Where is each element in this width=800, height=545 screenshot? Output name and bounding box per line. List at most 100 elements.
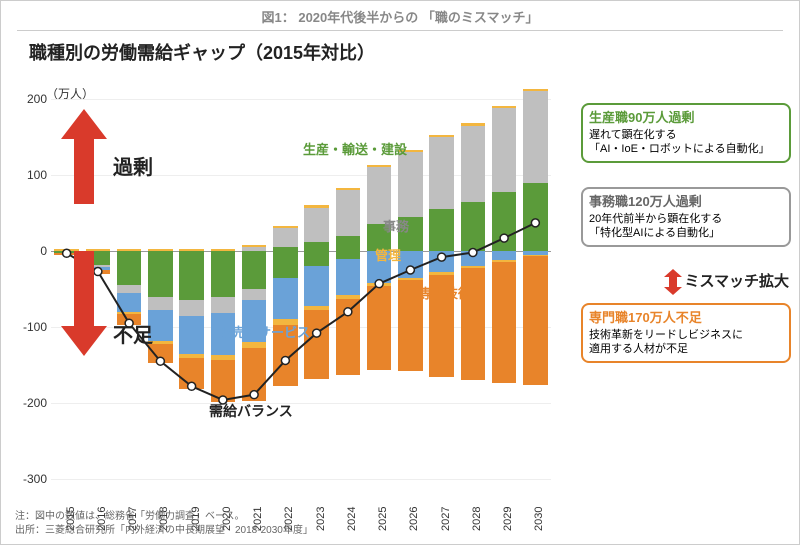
bar-segment [273, 226, 297, 228]
bar-segment [492, 192, 516, 251]
x-tick: 2029 [502, 507, 514, 531]
bar-segment [336, 188, 360, 190]
x-tick: 2024 [346, 507, 358, 531]
bar-segment [273, 251, 297, 278]
bar-segment [336, 299, 360, 375]
note-line-1: 注：図中の数値は、総務省「労働力調査」ベース。 [15, 510, 313, 524]
bar-segment [336, 251, 360, 259]
y-tick: 100 [27, 168, 47, 182]
callout-production-body2: 「AI・IoE・ロボットによる自動化」 [589, 143, 770, 155]
bar-segment [336, 259, 360, 295]
bar-segment [461, 123, 485, 125]
y-axis: -300-200-1000100200 [11, 99, 51, 479]
bar-segment [429, 135, 453, 137]
bar-group [242, 99, 266, 479]
y-tick: -200 [23, 396, 47, 410]
chart-title: 職種別の労働需給ギャップ（2015年対比） [1, 37, 799, 67]
category-label-production: 生産・輸送・建設 [303, 139, 407, 158]
bar-segment [304, 251, 328, 266]
bar-group [179, 99, 203, 479]
category-label-office: 事務 [383, 216, 409, 235]
callout-prof: 専門職170万人不足 技術革新をリードしビジネスに 適用する人材が不足 [581, 303, 791, 363]
bar-segment [523, 89, 547, 91]
bar-segment [242, 289, 266, 300]
bar-segment [148, 297, 172, 311]
bar-segment [367, 165, 391, 167]
balance-label: 需給バランス [209, 401, 293, 421]
mismatch-arrow-icon [664, 269, 682, 295]
bar-segment [429, 251, 453, 272]
bar-segment [461, 251, 485, 266]
bar-segment [523, 183, 547, 251]
bar-segment [461, 126, 485, 202]
source-notes: 注：図中の数値は、総務省「労働力調査」ベース。 出所：三菱総合研究所「内外経済の… [15, 510, 313, 538]
bar-segment [304, 205, 328, 207]
category-label-sales: 販売・サービス [219, 322, 310, 341]
category-label-prof: 専門技術 [419, 283, 471, 302]
bar-segment [398, 152, 422, 217]
bar-segment [492, 106, 516, 108]
bar-segment [492, 262, 516, 384]
bar-segment [273, 228, 297, 247]
surplus-label: 過剰 [113, 151, 153, 180]
y-tick: -100 [23, 320, 47, 334]
bar-group [523, 99, 547, 479]
bar-segment [211, 297, 235, 314]
bar-segment [429, 137, 453, 209]
callout-office-body2: 「特化型AIによる自動化」 [589, 227, 720, 239]
bar-segment [242, 348, 266, 401]
y-tick: -300 [23, 472, 47, 486]
bar-segment [179, 300, 203, 315]
figure-caption: 図1： 2020年代後半からの 「職のミスマッチ」 [1, 1, 799, 30]
mismatch-label: ミスマッチ拡大 [664, 269, 789, 295]
bar-segment [117, 293, 141, 312]
bar-segment [179, 251, 203, 300]
bar-segment [304, 208, 328, 242]
bar-segment [492, 108, 516, 192]
bar-segment [211, 251, 235, 297]
callout-office-body1: 20年代前半から顕在化する [589, 213, 722, 225]
bar-segment [304, 310, 328, 378]
category-label-mgmt: 管理 [375, 245, 401, 264]
bar-segment [179, 316, 203, 354]
y-tick: 200 [27, 92, 47, 106]
bar-segment [304, 266, 328, 306]
x-tick: 2023 [315, 507, 327, 531]
callout-production: 生産職90万人過剰 遅れて顕在化する 「AI・IoE・ロボットによる自動化」 [581, 103, 791, 163]
note-line-2: 出所：三菱総合研究所「内外経済の中長期展望 2018-2030年度」 [15, 524, 313, 538]
callout-prof-body1: 技術革新をリードしビジネスに [589, 329, 743, 341]
x-tick: 2028 [471, 507, 483, 531]
bar-segment [211, 360, 235, 402]
bar-group [273, 99, 297, 479]
bar-group [211, 99, 235, 479]
mismatch-text: ミスマッチ拡大 [684, 273, 789, 290]
bar-segment [148, 251, 172, 297]
bar-segment [492, 251, 516, 260]
x-tick: 2027 [440, 507, 452, 531]
x-tick: 2025 [377, 507, 389, 531]
bar-segment [398, 251, 422, 278]
callout-prof-body2: 適用する人材が不足 [589, 343, 688, 355]
y-tick: 0 [40, 244, 47, 258]
bar-segment [429, 209, 453, 251]
bar-segment [523, 256, 547, 385]
bar-segment [336, 190, 360, 236]
bar-group [492, 99, 516, 479]
bar-segment [179, 358, 203, 388]
bar-segment [523, 91, 547, 182]
bar-segment [367, 286, 391, 370]
bar-segment [304, 242, 328, 251]
callout-production-title: 生産職90万人過剰 [589, 109, 783, 127]
callout-office: 事務職120万人過剰 20年代前半から顕在化する 「特化型AIによる自動化」 [581, 187, 791, 247]
bar-segment [273, 278, 297, 320]
bar-segment [461, 202, 485, 251]
shortage-label: 不足 [113, 319, 153, 348]
callout-prof-title: 専門職170万人不足 [589, 309, 783, 327]
bar-segment [336, 236, 360, 251]
x-tick: 2026 [408, 507, 420, 531]
bar-segment [117, 251, 141, 285]
shortage-arrow-icon [61, 251, 107, 356]
bar-segment [242, 251, 266, 289]
x-tick: 2030 [533, 507, 545, 531]
callout-production-body1: 遅れて顕在化する [589, 129, 677, 141]
